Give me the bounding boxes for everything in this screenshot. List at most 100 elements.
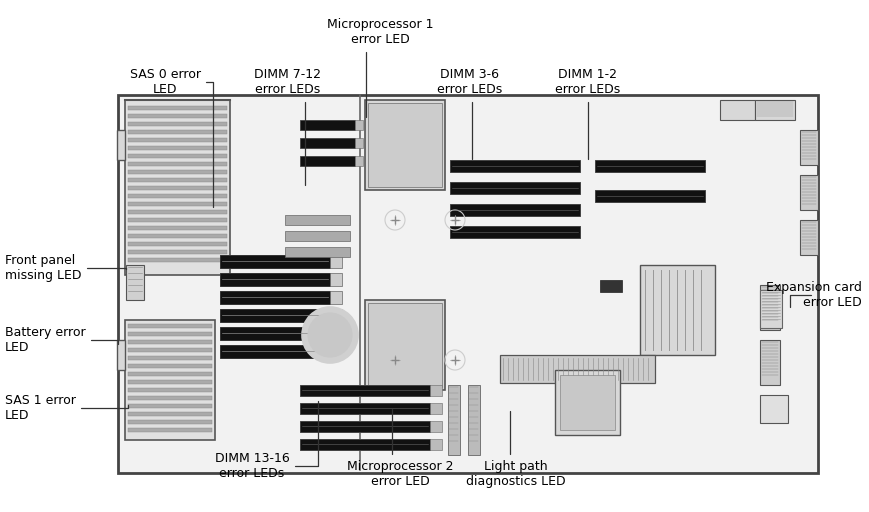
Text: DIMM 13-16
error LEDs: DIMM 13-16 error LEDs xyxy=(215,401,318,480)
Bar xyxy=(128,170,227,174)
Bar xyxy=(126,265,144,300)
Text: Front panel
missing LED: Front panel missing LED xyxy=(5,254,126,282)
Bar xyxy=(800,175,818,210)
Bar xyxy=(755,100,795,120)
Text: SAS 1 error
LED: SAS 1 error LED xyxy=(5,394,128,422)
Bar xyxy=(128,380,212,384)
Bar xyxy=(450,226,580,238)
Bar xyxy=(128,364,212,368)
Bar xyxy=(300,385,430,396)
Bar xyxy=(128,412,212,416)
Bar xyxy=(330,327,342,340)
Text: Expansion card
error LED: Expansion card error LED xyxy=(766,281,862,309)
Bar xyxy=(128,122,227,126)
Text: Battery error
LED: Battery error LED xyxy=(5,326,118,354)
Bar xyxy=(128,226,227,230)
Bar xyxy=(430,385,442,396)
Bar xyxy=(220,291,330,304)
Bar xyxy=(448,385,460,455)
Bar xyxy=(220,309,330,322)
Bar xyxy=(355,138,363,148)
Bar xyxy=(128,114,227,118)
Bar xyxy=(300,156,355,166)
Bar xyxy=(128,356,212,360)
Bar xyxy=(430,403,442,414)
Bar xyxy=(300,421,430,432)
Bar xyxy=(355,156,363,166)
Bar xyxy=(128,348,212,352)
Bar xyxy=(128,340,212,344)
Polygon shape xyxy=(117,340,125,370)
Bar xyxy=(285,231,350,241)
Bar xyxy=(128,404,212,408)
Bar xyxy=(125,320,215,440)
Bar xyxy=(125,100,230,275)
Bar xyxy=(128,162,227,166)
Bar xyxy=(365,300,445,390)
Bar xyxy=(365,100,445,190)
Bar xyxy=(128,186,227,190)
Text: DIMM 3-6
error LEDs: DIMM 3-6 error LEDs xyxy=(437,68,502,159)
Bar xyxy=(300,403,430,414)
Bar xyxy=(368,303,442,387)
Bar xyxy=(128,106,227,110)
Bar xyxy=(128,194,227,198)
Bar xyxy=(330,291,342,304)
Bar xyxy=(595,190,705,202)
Bar xyxy=(555,370,620,435)
Bar xyxy=(128,332,212,336)
Bar xyxy=(800,130,818,165)
Bar xyxy=(128,250,227,254)
Bar xyxy=(330,255,342,268)
Bar xyxy=(330,345,342,358)
Bar xyxy=(118,95,818,473)
Text: DIMM 7-12
error LEDs: DIMM 7-12 error LEDs xyxy=(255,68,322,185)
Bar xyxy=(285,215,350,225)
Bar xyxy=(800,220,818,255)
Bar xyxy=(128,420,212,424)
Bar xyxy=(128,324,212,328)
Bar xyxy=(128,202,227,206)
Bar xyxy=(300,120,355,130)
Polygon shape xyxy=(117,130,125,160)
Bar xyxy=(595,160,705,172)
Bar xyxy=(368,103,442,187)
Bar xyxy=(128,138,227,142)
Bar xyxy=(128,178,227,182)
Text: Light path
diagnostics LED: Light path diagnostics LED xyxy=(466,411,566,488)
Bar xyxy=(220,327,330,340)
Bar xyxy=(468,385,480,455)
Bar xyxy=(760,340,780,385)
Bar xyxy=(600,280,622,292)
Bar xyxy=(128,372,212,376)
Bar xyxy=(640,265,715,355)
Text: Microprocessor 2
error LED: Microprocessor 2 error LED xyxy=(347,409,454,488)
Bar xyxy=(760,395,788,423)
Bar xyxy=(760,290,782,328)
Bar xyxy=(300,138,355,148)
Bar xyxy=(450,182,580,194)
Bar xyxy=(128,242,227,246)
Bar xyxy=(128,428,212,432)
Bar xyxy=(430,421,442,432)
Bar xyxy=(128,146,227,150)
Bar xyxy=(500,355,655,383)
Bar xyxy=(450,160,580,172)
Bar xyxy=(355,120,363,130)
Circle shape xyxy=(308,313,352,357)
Circle shape xyxy=(302,307,358,363)
Bar xyxy=(430,439,442,450)
Bar xyxy=(128,234,227,238)
Bar xyxy=(220,255,330,268)
Bar xyxy=(128,388,212,392)
Bar xyxy=(330,309,342,322)
Bar xyxy=(220,345,330,358)
Bar xyxy=(285,247,350,257)
Bar xyxy=(450,204,580,216)
Bar xyxy=(720,100,755,120)
Text: SAS 0 error
LED: SAS 0 error LED xyxy=(129,68,213,207)
Bar xyxy=(128,218,227,222)
Text: Microprocessor 1
error LED: Microprocessor 1 error LED xyxy=(327,18,434,117)
Bar xyxy=(128,258,227,262)
Bar xyxy=(128,154,227,158)
